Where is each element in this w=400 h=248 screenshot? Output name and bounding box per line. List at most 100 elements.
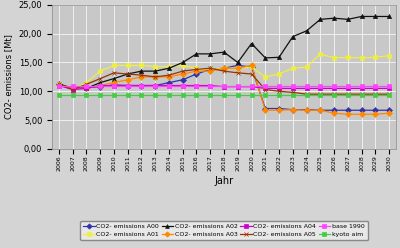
CO2- emissions A03	[56, 83, 61, 86]
CO2- emissions A00	[153, 84, 158, 87]
base 1990	[263, 84, 268, 87]
CO2- emissions A02	[125, 72, 130, 75]
CO2- emissions A00	[277, 107, 282, 110]
CO2- emissions A04	[98, 84, 102, 87]
CO2- emissions A01	[153, 65, 158, 68]
kyoto aim	[125, 94, 130, 97]
CO2- emissions A00	[263, 107, 268, 110]
CO2- emissions A03	[318, 109, 323, 112]
kyoto aim	[304, 94, 309, 97]
CO2- emissions A03	[277, 109, 282, 112]
CO2- emissions A05	[139, 74, 144, 77]
CO2- emissions A04	[56, 84, 61, 87]
CO2- emissions A02	[249, 42, 254, 45]
CO2- emissions A04	[70, 88, 75, 91]
kyoto aim	[180, 94, 185, 97]
CO2- emissions A00	[139, 84, 144, 87]
base 1990	[84, 84, 89, 87]
kyoto aim	[139, 94, 144, 97]
base 1990	[277, 84, 282, 87]
CO2- emissions A02	[332, 17, 336, 20]
CO2- emissions A01	[249, 66, 254, 69]
Line: CO2- emissions A02: CO2- emissions A02	[57, 14, 391, 91]
CO2- emissions A01	[125, 64, 130, 67]
kyoto aim	[70, 94, 75, 97]
CO2- emissions A01	[208, 68, 213, 71]
CO2- emissions A02	[153, 70, 158, 73]
CO2- emissions A04	[112, 84, 116, 87]
CO2- emissions A04	[359, 87, 364, 90]
kyoto aim	[290, 94, 295, 97]
Y-axis label: CO2- emissions [Mt]: CO2- emissions [Mt]	[4, 34, 13, 119]
CO2- emissions A04	[235, 85, 240, 88]
CO2- emissions A02	[346, 18, 350, 21]
CO2- emissions A05	[84, 83, 89, 86]
CO2- emissions A02	[263, 56, 268, 59]
CO2- emissions A01	[373, 56, 378, 59]
CO2- emissions A02	[222, 51, 226, 54]
CO2- emissions A00	[235, 64, 240, 67]
Line: CO2- emissions A04: CO2- emissions A04	[57, 83, 391, 92]
kyoto aim	[359, 94, 364, 97]
Line: base 1990: base 1990	[57, 83, 391, 88]
CO2- emissions A04	[263, 87, 268, 90]
kyoto aim	[56, 94, 61, 97]
base 1990	[387, 84, 392, 87]
CO2- emissions A03	[222, 67, 226, 70]
CO2- emissions A05	[112, 71, 116, 74]
CO2- emissions A03	[359, 113, 364, 116]
CO2- emissions A02	[84, 87, 89, 90]
base 1990	[290, 84, 295, 87]
CO2- emissions A02	[373, 15, 378, 18]
kyoto aim	[153, 94, 158, 97]
CO2- emissions A02	[387, 15, 392, 18]
CO2- emissions A00	[373, 109, 378, 112]
CO2- emissions A02	[318, 18, 323, 21]
kyoto aim	[318, 94, 323, 97]
Line: CO2- emissions A01: CO2- emissions A01	[57, 52, 391, 92]
base 1990	[112, 84, 116, 87]
CO2- emissions A02	[290, 35, 295, 38]
CO2- emissions A01	[277, 72, 282, 75]
CO2- emissions A03	[373, 113, 378, 116]
CO2- emissions A02	[139, 70, 144, 73]
CO2- emissions A01	[318, 52, 323, 55]
CO2- emissions A05	[373, 93, 378, 96]
base 1990	[373, 84, 378, 87]
CO2- emissions A00	[84, 86, 89, 89]
CO2- emissions A04	[222, 85, 226, 88]
CO2- emissions A01	[290, 67, 295, 70]
base 1990	[125, 84, 130, 87]
kyoto aim	[387, 94, 392, 97]
CO2- emissions A00	[56, 83, 61, 86]
kyoto aim	[208, 94, 213, 97]
CO2- emissions A03	[304, 109, 309, 112]
CO2- emissions A03	[346, 113, 350, 116]
CO2- emissions A02	[359, 15, 364, 18]
CO2- emissions A01	[346, 56, 350, 59]
CO2- emissions A00	[125, 84, 130, 87]
CO2- emissions A00	[98, 85, 102, 88]
base 1990	[208, 84, 213, 87]
base 1990	[98, 84, 102, 87]
CO2- emissions A02	[235, 61, 240, 64]
CO2- emissions A00	[208, 68, 213, 71]
CO2- emissions A04	[166, 84, 171, 87]
CO2- emissions A05	[153, 75, 158, 78]
CO2- emissions A05	[387, 93, 392, 96]
CO2- emissions A02	[180, 61, 185, 64]
CO2- emissions A00	[304, 108, 309, 111]
CO2- emissions A03	[263, 109, 268, 112]
kyoto aim	[84, 94, 89, 97]
CO2- emissions A00	[180, 78, 185, 81]
CO2- emissions A02	[98, 81, 102, 84]
CO2- emissions A05	[332, 93, 336, 96]
CO2- emissions A05	[290, 91, 295, 94]
CO2- emissions A01	[56, 83, 61, 86]
CO2- emissions A04	[139, 84, 144, 87]
base 1990	[56, 84, 61, 87]
CO2- emissions A01	[180, 64, 185, 67]
CO2- emissions A05	[346, 93, 350, 96]
CO2- emissions A05	[98, 77, 102, 80]
base 1990	[318, 84, 323, 87]
